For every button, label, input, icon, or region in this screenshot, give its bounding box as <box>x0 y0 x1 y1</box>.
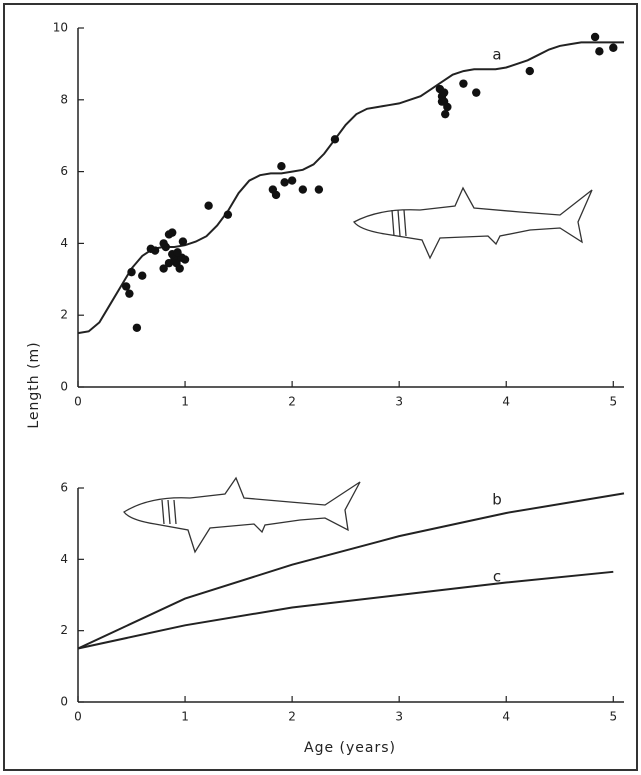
scatter-point <box>127 267 136 277</box>
x-tick-label: 2 <box>288 395 296 409</box>
scatter-point <box>138 271 147 280</box>
shark-illustration <box>123 476 361 554</box>
y-tick-label: 4 <box>60 236 68 250</box>
scatter-point <box>590 32 600 42</box>
scatter-point <box>175 264 184 273</box>
series-label: a <box>492 46 501 64</box>
scatter-point <box>609 43 618 52</box>
x-tick-label: 5 <box>609 395 617 409</box>
scatter-point <box>525 66 534 76</box>
scatter-point <box>287 176 297 185</box>
y-tick-label: 0 <box>60 695 68 709</box>
y-tick-label: 2 <box>60 623 68 637</box>
scatter-point <box>159 239 168 248</box>
y-tick-label: 4 <box>60 552 68 566</box>
x-tick-label: 0 <box>74 395 82 409</box>
scatter-point <box>204 201 213 210</box>
scatter-point <box>178 237 188 246</box>
scatter-point <box>595 47 604 56</box>
scatter-point <box>132 323 142 332</box>
x-axis-label: Age (years) <box>304 740 396 756</box>
scatter-point <box>280 178 289 187</box>
line <box>77 492 625 650</box>
scatter-point <box>277 162 286 171</box>
scatter-point <box>271 190 281 200</box>
x-tick-label: 1 <box>181 395 189 409</box>
scatter-point <box>180 255 190 264</box>
y-tick-label: 0 <box>60 380 68 394</box>
frame <box>3 3 638 771</box>
scatter-point <box>472 88 481 97</box>
series-label: b <box>492 491 502 509</box>
x-tick-label: 2 <box>288 710 296 724</box>
scatter-point <box>441 109 450 119</box>
scatter-point <box>298 185 308 194</box>
x-tick-label: 3 <box>395 710 403 724</box>
scatter-point <box>223 210 233 219</box>
scatter-point <box>150 246 160 255</box>
scatter-point <box>121 282 131 291</box>
x-tick-label: 1 <box>181 710 189 724</box>
y-tick-label: 10 <box>53 21 68 35</box>
scatter-point <box>159 264 168 273</box>
scatter-point <box>168 228 177 237</box>
scatter-point <box>125 289 134 298</box>
shark-illustration <box>353 186 593 260</box>
scatter-point <box>439 88 449 97</box>
x-tick-label: 0 <box>74 710 82 724</box>
x-tick-label: 4 <box>502 710 510 724</box>
series-label: c <box>493 568 501 586</box>
y-tick-label: 8 <box>60 92 68 106</box>
scatter-point <box>330 135 340 144</box>
scatter-point <box>173 248 182 257</box>
line <box>77 41 624 335</box>
line <box>77 570 614 650</box>
y-tick-label: 2 <box>60 308 68 322</box>
scatter-point <box>459 79 468 88</box>
y-tick-label: 6 <box>60 164 68 178</box>
scatter-point <box>437 97 447 106</box>
scatter-point <box>443 102 452 112</box>
y-tick-label: 6 <box>60 481 68 495</box>
x-tick-label: 3 <box>395 395 403 409</box>
x-tick-label: 4 <box>502 395 510 409</box>
scatter-point <box>164 258 174 268</box>
y-axis-label: Length (m) <box>26 341 42 428</box>
x-tick-label: 5 <box>609 710 617 724</box>
scatter-point <box>314 185 324 194</box>
